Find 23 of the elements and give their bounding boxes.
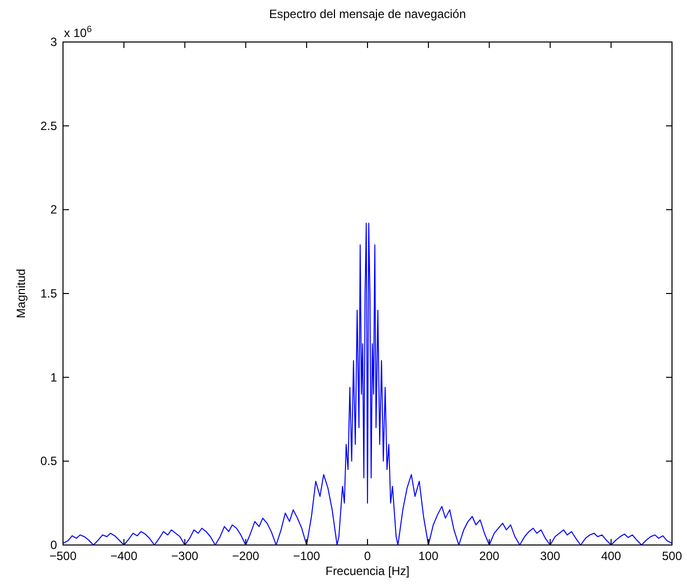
y-tick-label: 1: [50, 370, 58, 384]
x-tick-label: −200: [232, 549, 260, 563]
text: x 10$^{6}$: [64, 24, 92, 40]
x-tick-label: 400: [601, 549, 622, 563]
y-axis-title: Magnitud: [14, 268, 28, 318]
x-tick-label: 100: [418, 549, 439, 563]
x-tick-label: 300: [540, 549, 561, 563]
x-tick-label: −300: [171, 549, 199, 563]
y-tick-label: 2.5: [40, 118, 58, 133]
y-tick-label: 0: [50, 538, 58, 552]
y-tick-label: 2: [50, 202, 58, 217]
y-tick-label: 0.5: [40, 454, 58, 468]
line-series: [62, 222, 672, 546]
x-tick-label: 0: [364, 549, 372, 563]
y-tick-label: 3: [50, 35, 58, 49]
x-tick-label: 200: [479, 549, 500, 563]
x-axis-title: Frecuencia [Hz]: [325, 564, 410, 578]
x-tick-label: −500: [49, 549, 77, 563]
y-tick-label: 1.5: [40, 286, 58, 300]
chart-title: Espectro del mensaje de navegación: [269, 7, 466, 21]
x-tick-label: −400: [110, 549, 138, 563]
x-tick-label: 500: [662, 549, 682, 563]
x-tick-label: −100: [293, 549, 320, 563]
